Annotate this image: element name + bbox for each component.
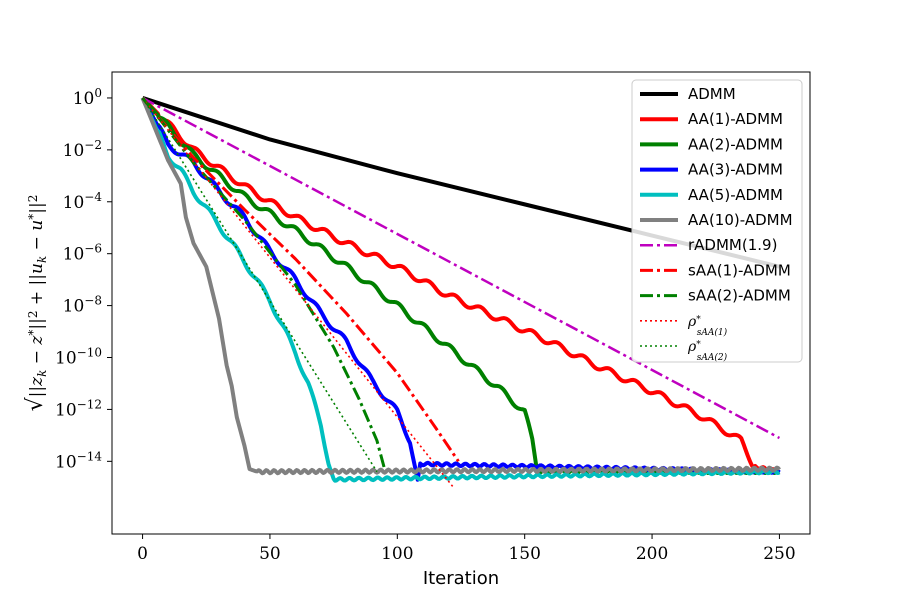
legend-item: ADMM [640,85,736,103]
svg-text:√||zk − z*||2 + ||uk − u*||2: √||zk − z*||2 + ||uk − u*||2 [23,195,49,412]
legend-item: AA(5)-ADMM [640,186,783,204]
series-line-saa-1 [141,97,454,488]
y-tick-label: 10−14 [55,450,102,473]
legend: ADMM AA(1)-ADMM AA(2)-ADMM AA(3)-ADMM AA(5)-… [631,79,803,363]
x-tick-label: 150 [508,544,540,564]
series-line-aa-10-admm [140,97,781,476]
y-tick-label: 10−12 [55,398,102,421]
legend-item: ρ* sAA(2) [640,339,728,363]
x-axis-ticks: 0 50 100 150 200 250 [137,534,796,564]
y-tick-label: 10−2 [63,138,102,161]
legend-item: sAA(2)-ADMM [640,287,791,305]
series-line-aa-1-admm [141,96,781,475]
legend-item: sAA(1)-ADMM [640,261,791,279]
series-line-saa-2-admm [141,97,387,470]
y-tick-label: 100 [73,86,102,109]
legend-label: AA(3)-ADMM [688,161,783,179]
y-tick-label: 10−4 [63,190,103,213]
y-tick-label: 10−10 [55,346,102,369]
y-tick-label: 10−8 [63,294,102,317]
legend-label: sAA(2)-ADMM [688,287,791,305]
legend-item: AA(2)-ADMM [640,135,783,153]
legend-item: AA(10)-ADMM [640,211,793,229]
legend-label: ρ* sAA(1) [687,314,728,338]
y-tick-label: 10−6 [63,242,102,265]
x-tick-label: 50 [259,544,281,564]
x-tick-label: 0 [137,544,148,564]
plot-area-frame [111,71,811,535]
x-tick-label: 250 [763,544,795,564]
x-tick-label: 100 [381,544,413,564]
legend-item: rADMM(1.9) [640,236,777,254]
x-axis-label: Iteration [423,568,499,589]
legend-label: ρ* sAA(2) [687,339,728,363]
x-tick-label: 200 [636,544,668,564]
legend-label: sAA(1)-ADMM [688,261,791,279]
legend-frame [631,79,803,363]
series-line-radmm-1-9 [141,96,781,440]
legend-label: rADMM(1.9) [688,236,777,254]
legend-label: AA(5)-ADMM [688,186,783,204]
y-axis-label: √||zk − z*||2 + ||uk − u*||2 [23,195,49,412]
y-axis-ticks: 100 10−2 10−4 10−6 10−8 10−10 10−12 10−14 [55,86,112,472]
series-line-saa-1-admm [141,97,460,463]
legend-item: ρ* sAA(1) [640,314,728,338]
series-layer [140,96,781,488]
legend-item: AA(3)-ADMM [640,161,783,179]
series-line-aa-5-admm [140,97,781,483]
legend-label: AA(10)-ADMM [688,211,793,229]
legend-label: ADMM [688,85,736,103]
legend-label: AA(2)-ADMM [688,135,783,153]
legend-item: AA(1)-ADMM [640,110,783,128]
series-line-saa-2 [141,97,378,473]
legend-label: AA(1)-ADMM [688,110,783,128]
